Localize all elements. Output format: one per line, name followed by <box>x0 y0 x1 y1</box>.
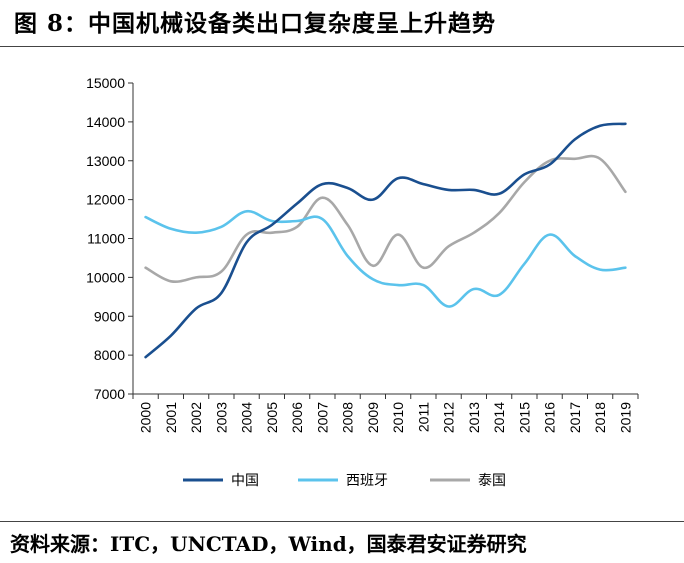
x-tick-label: 2000 <box>138 402 154 433</box>
x-tick-label: 2005 <box>264 402 280 433</box>
x-tick-label: 2013 <box>466 402 482 433</box>
x-tick-label: 2014 <box>491 402 507 433</box>
x-tick-label: 2007 <box>314 402 330 433</box>
y-tick-label: 15000 <box>86 75 125 91</box>
series-line-1 <box>144 209 627 308</box>
series-line-2 <box>144 154 627 283</box>
x-tick-label: 2008 <box>340 402 356 433</box>
y-tick-label: 7000 <box>94 386 125 402</box>
x-tick-label: 2018 <box>592 402 608 433</box>
x-tick-label: 2004 <box>239 402 255 433</box>
chart-legend: 中国 西班牙 泰国 <box>183 472 506 488</box>
x-tick-label: 2009 <box>365 402 381 433</box>
legend-label-2: 泰国 <box>478 472 506 488</box>
line-chart: 7000 8000 9000 10000 11000 12000 13000 14000 150… <box>86 75 639 488</box>
figure-title: 图 8：中国机械设备类出口复杂度呈上升趋势 <box>14 10 497 37</box>
legend-label-1: 西班牙 <box>346 472 388 488</box>
legend-label-0: 中国 <box>231 472 259 488</box>
chart-axes: 7000 8000 9000 10000 11000 12000 13000 14000 150… <box>86 75 639 433</box>
x-tick-label: 2019 <box>617 402 633 433</box>
x-tick-label: 2003 <box>213 402 229 433</box>
title-rule <box>0 46 684 47</box>
x-tick-label: 2017 <box>567 402 583 433</box>
x-tick-label: 2002 <box>188 402 204 433</box>
source-rule <box>0 521 684 522</box>
x-tick-label: 2010 <box>390 402 406 433</box>
y-tick-label: 12000 <box>86 192 125 208</box>
source-note: 资料来源：ITC，UNCTAD，Wind，国泰君安证券研究 <box>10 532 527 556</box>
series-line-0 <box>144 122 627 359</box>
chart-series <box>144 122 627 359</box>
x-tick-label: 2012 <box>441 402 457 433</box>
x-tick-label: 2001 <box>163 402 179 433</box>
y-tick-label: 13000 <box>86 153 125 169</box>
x-tick-label: 2016 <box>542 402 558 433</box>
y-tick-label: 14000 <box>86 114 125 130</box>
x-tick-label: 2006 <box>289 402 305 433</box>
y-tick-label: 10000 <box>86 269 125 285</box>
x-tick-label: 2015 <box>516 402 532 433</box>
x-tick-label: 2011 <box>415 402 431 432</box>
y-tick-label: 9000 <box>94 308 125 324</box>
y-tick-label: 8000 <box>94 347 125 363</box>
y-tick-label: 11000 <box>87 231 125 247</box>
